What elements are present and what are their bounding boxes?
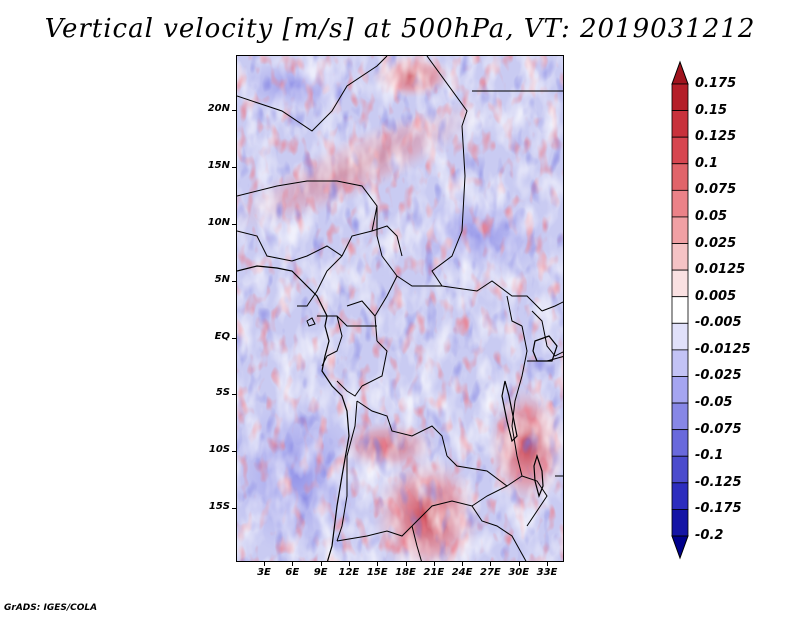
lat-label: 5S <box>215 387 230 398</box>
colorbar-label: -0.1 <box>695 448 724 464</box>
colorbar-segment <box>671 322 689 351</box>
colorbar-label: 0.075 <box>695 182 737 198</box>
lon-tick <box>490 562 492 566</box>
colorbar-label: -0.0125 <box>695 341 751 357</box>
colorbar-label: 0.0125 <box>695 262 746 278</box>
lon-label: 21E <box>423 567 445 578</box>
colorbar-segment <box>671 83 689 111</box>
footer-credit: GrADS: IGES/COLA <box>4 603 98 613</box>
colorbar-segment <box>671 349 689 377</box>
lat-tick <box>232 508 236 509</box>
colorbar-segment <box>671 482 689 510</box>
colorbar-label: -0.125 <box>695 474 742 490</box>
colorbar-segment <box>671 216 689 244</box>
map-title: Vertical velocity [m/s] at 500hPa, VT: 2… <box>44 14 756 44</box>
colorbar-label: 0.125 <box>695 129 737 145</box>
lon-tick <box>462 562 464 566</box>
colorbar-segment <box>671 110 689 138</box>
colorbar-label: 0.15 <box>695 102 728 118</box>
colorbar-max-arrow <box>671 60 689 85</box>
colorbar-segment <box>671 429 689 457</box>
colorbar-label: 0.175 <box>695 76 737 91</box>
colorbar-segment <box>671 269 689 298</box>
colorbar-label: 0.025 <box>695 235 737 251</box>
lon-label: 3E <box>257 567 271 578</box>
lat-tick <box>232 281 236 282</box>
map-plot-area <box>236 55 564 562</box>
lon-tick <box>348 562 350 566</box>
lon-tick <box>547 562 548 566</box>
lon-label: 30E <box>508 567 530 578</box>
colorbar-segment <box>671 509 689 537</box>
lon-label: 12E <box>338 567 360 578</box>
colorbar <box>671 60 689 560</box>
lon-label: 33E <box>536 567 558 578</box>
colorbar-label: -0.025 <box>695 368 742 384</box>
lat-tick <box>232 394 236 395</box>
colorbar-label: -0.05 <box>695 395 733 411</box>
lon-label: 24E <box>451 567 473 578</box>
colorbar-segment <box>671 296 689 324</box>
lon-tick <box>377 562 379 566</box>
lat-tick <box>232 167 236 168</box>
lon-tick <box>433 562 435 566</box>
lat-label: 15S <box>208 501 230 512</box>
colorbar-segment <box>671 455 689 484</box>
country-borders <box>237 56 563 561</box>
lat-tick <box>232 110 236 111</box>
colorbar-segment <box>671 136 689 165</box>
colorbar-segment <box>671 163 689 191</box>
colorbar-segment <box>671 376 689 404</box>
vertical-velocity-field <box>237 56 563 561</box>
colorbar-segment <box>671 243 689 271</box>
lon-tick <box>292 562 294 566</box>
lat-label: 20N <box>207 103 230 114</box>
lon-tick <box>518 562 520 566</box>
lon-label: 15E <box>366 567 388 578</box>
lat-label: EQ <box>214 331 230 342</box>
colorbar-label: -0.005 <box>695 315 742 331</box>
colorbar-min-arrow <box>671 535 689 560</box>
colorbar-label: 0.1 <box>695 155 719 171</box>
lat-tick <box>232 451 236 452</box>
colorbar-segment <box>671 189 689 218</box>
lon-tick <box>320 562 322 566</box>
lon-label: 27E <box>480 567 501 578</box>
colorbar-segment <box>671 402 689 431</box>
colorbar-label: 0.05 <box>695 208 728 224</box>
colorbar-label: -0.2 <box>695 528 724 543</box>
lat-tick <box>232 338 236 339</box>
lat-label: 10N <box>207 217 230 228</box>
lon-label: 9E <box>313 567 328 578</box>
lat-label: 10S <box>208 444 230 455</box>
colorbar-label: -0.075 <box>695 421 742 437</box>
lat-label: 5N <box>214 274 230 285</box>
lat-label: 15N <box>207 160 230 171</box>
lon-label: 6E <box>285 567 300 578</box>
colorbar-label: -0.175 <box>695 501 742 517</box>
lon-label: 18E <box>395 567 416 578</box>
lon-tick <box>264 562 265 566</box>
colorbar-label: 0.005 <box>695 288 737 304</box>
lat-tick <box>232 224 236 225</box>
lon-tick <box>405 562 407 566</box>
